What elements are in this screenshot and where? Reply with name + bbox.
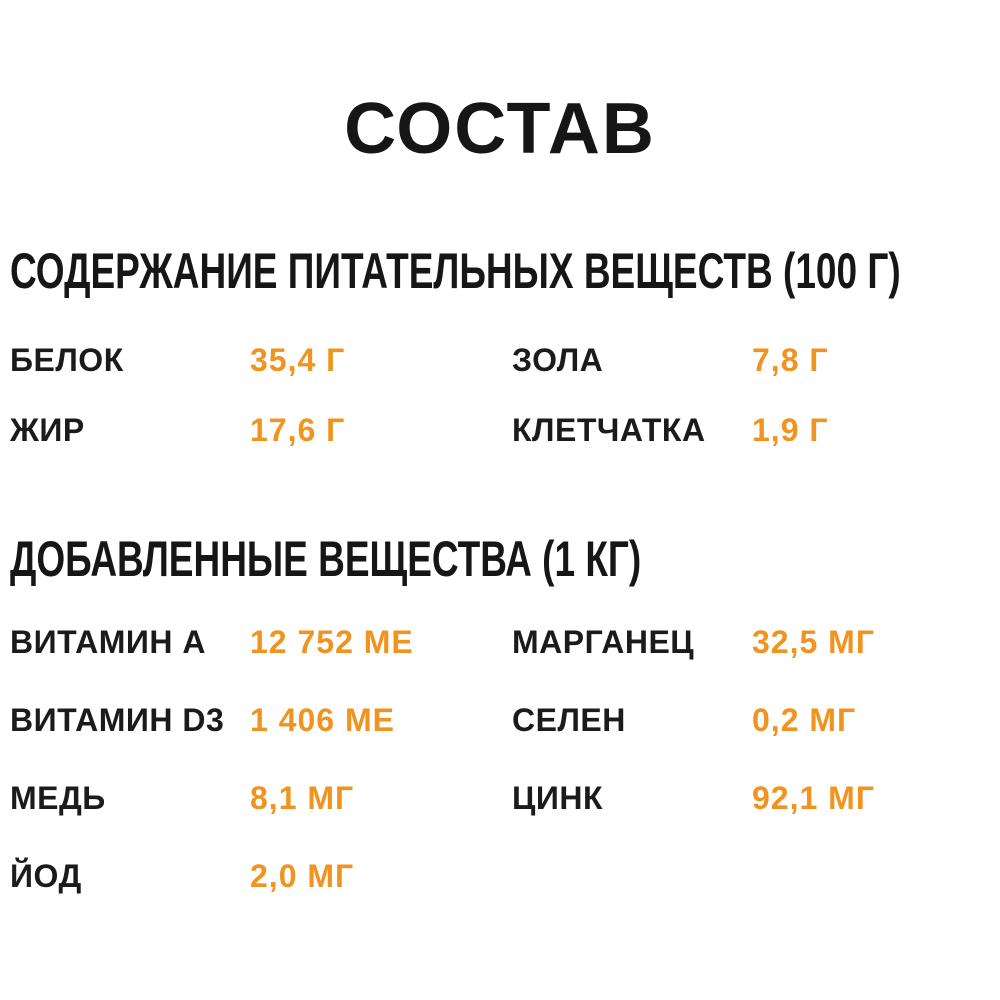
section-heading: СОДЕРЖАНИЕ ПИТАТЕЛЬНЫХ ВЕЩЕСТВ (100 Г) xyxy=(10,243,901,299)
column-1: ЗОЛА 7,8 Г КЛЕТЧАТКА 1,9 Г xyxy=(512,340,990,450)
nutrient-label: МАРГАНЕЦ xyxy=(512,624,695,660)
nutrient-value: 35,4 Г xyxy=(250,342,346,378)
section-0: СОДЕРЖАНИЕ ПИТАТЕЛЬНЫХ ВЕЩЕСТВ (100 Г) БЕ… xyxy=(10,246,990,450)
nutrient-label: ЦИНК xyxy=(512,780,604,816)
section-1: ДОБАВЛЕННЫЕ ВЕЩЕСТВА (1 КГ) ВИТАМИН A 12 7… xyxy=(10,534,990,896)
nutrient-value: 92,1 МГ xyxy=(752,780,875,816)
nutrient-value: 2,0 МГ xyxy=(250,858,355,894)
nutrient-row: СЕЛЕН 0,2 МГ xyxy=(512,700,990,740)
nutrient-row: ЙОД 2,0 МГ xyxy=(10,856,512,896)
nutrient-label: МЕДЬ xyxy=(10,780,106,816)
nutrient-label: ЗОЛА xyxy=(512,342,604,378)
nutrient-row: БЕЛОК 35,4 Г xyxy=(10,340,512,380)
nutrient-label: СЕЛЕН xyxy=(512,702,626,738)
section-heading: ДОБАВЛЕННЫЕ ВЕЩЕСТВА (1 КГ) xyxy=(10,531,642,587)
nutrient-value: 0,2 МГ xyxy=(752,702,857,738)
nutrient-label: ЖИР xyxy=(10,412,85,448)
nutrient-row: МАРГАНЕЦ 32,5 МГ xyxy=(512,622,990,662)
nutrient-row: ЖИР 17,6 Г xyxy=(10,410,512,450)
column-1: МАРГАНЕЦ 32,5 МГ СЕЛЕН 0,2 МГ ЦИНК 92,1 МГ xyxy=(512,622,990,896)
column-0: БЕЛОК 35,4 Г ЖИР 17,6 Г xyxy=(10,340,512,450)
nutrient-value: 17,6 Г xyxy=(250,412,346,448)
nutrient-label: КЛЕТЧАТКА xyxy=(512,412,706,448)
nutrient-label: БЕЛОК xyxy=(10,342,124,378)
section-rows: ВИТАМИН A 12 752 МЕ ВИТАМИН D3 1 406 МЕ МЕДЬ… xyxy=(10,622,990,896)
nutrient-row: ЦИНК 92,1 МГ xyxy=(512,778,990,818)
nutrient-label: ВИТАМИН A xyxy=(10,624,207,660)
nutrient-row: ЗОЛА 7,8 Г xyxy=(512,340,990,380)
nutrient-row: КЛЕТЧАТКА 1,9 Г xyxy=(512,410,990,450)
column-0: ВИТАМИН A 12 752 МЕ ВИТАМИН D3 1 406 МЕ МЕДЬ… xyxy=(10,622,512,896)
nutrient-label: ВИТАМИН D3 xyxy=(10,702,225,738)
nutrient-value: 1,9 Г xyxy=(752,412,829,448)
nutrient-row: ВИТАМИН D3 1 406 МЕ xyxy=(10,700,512,740)
section-rows: БЕЛОК 35,4 Г ЖИР 17,6 Г ЗОЛА 7,8 Г КЛЕТЧАТКА 1,… xyxy=(10,340,990,450)
nutrient-row: ВИТАМИН A 12 752 МЕ xyxy=(10,622,512,662)
nutrient-value: 7,8 Г xyxy=(752,342,829,378)
page-title: СОСТАВ xyxy=(344,89,656,169)
nutrient-value: 32,5 МГ xyxy=(752,624,875,660)
nutrient-value: 12 752 МЕ xyxy=(250,624,414,660)
nutrient-value: 8,1 МГ xyxy=(250,780,355,816)
nutrient-value: 1 406 МЕ xyxy=(250,702,395,738)
nutrient-label: ЙОД xyxy=(10,858,82,894)
nutrient-row: МЕДЬ 8,1 МГ xyxy=(10,778,512,818)
